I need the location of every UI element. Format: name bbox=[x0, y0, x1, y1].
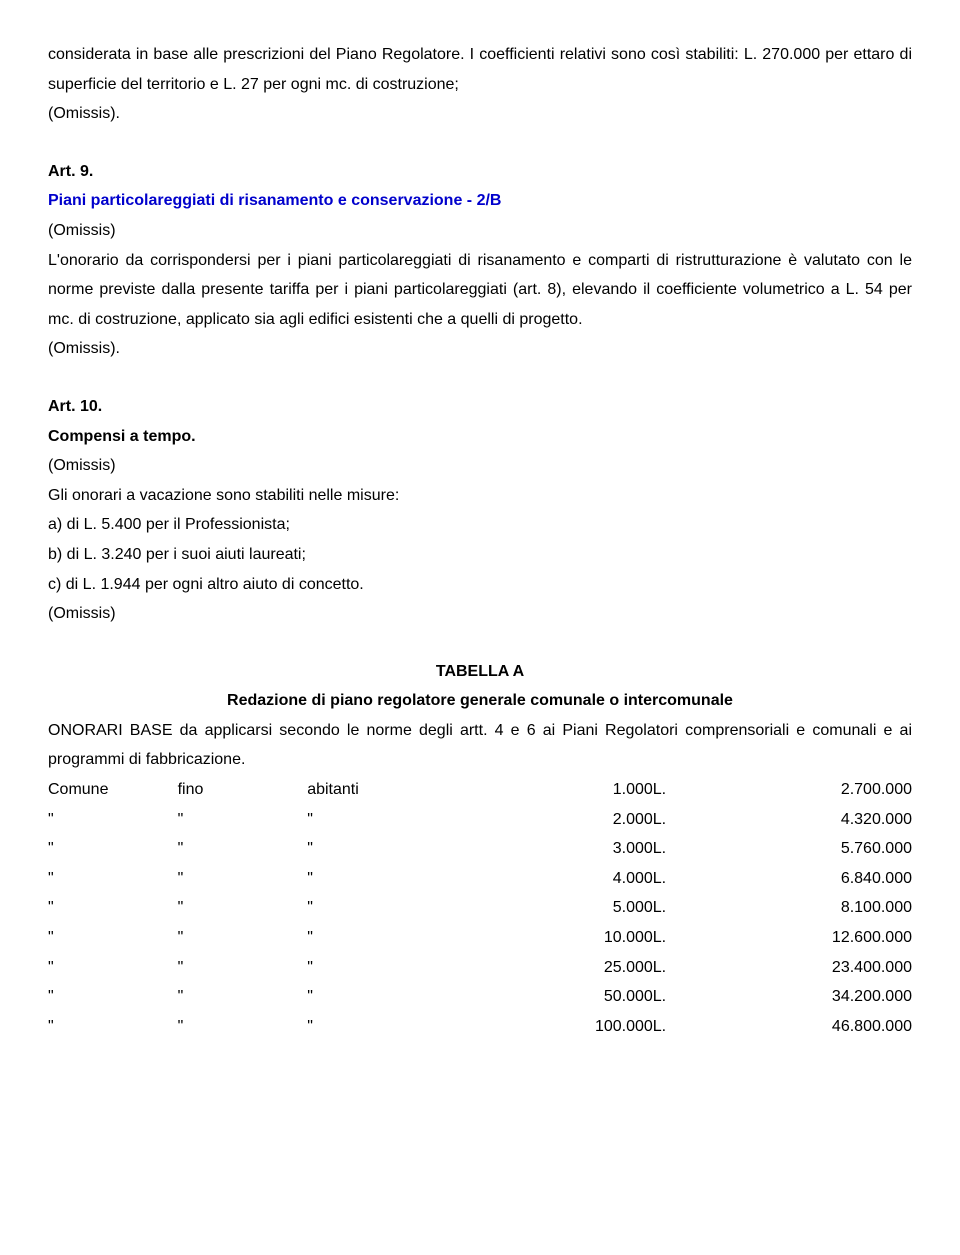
table-row: " " " 3.000 L. 5.760.000 bbox=[48, 834, 912, 864]
table-cell-currency: L. bbox=[653, 982, 739, 1012]
table-row: " " " 10.000 L. 12.600.000 bbox=[48, 923, 912, 953]
table-cell-pop: 3.000 bbox=[463, 834, 653, 864]
table-header-row: Comune fino abitanti 1.000 L. 2.700.000 bbox=[48, 775, 912, 805]
table-cell-pop: 2.000 bbox=[463, 805, 653, 835]
table-cell-quote: " bbox=[48, 923, 178, 953]
table-cell-quote: " bbox=[307, 923, 463, 953]
table-cell-currency: L. bbox=[653, 923, 739, 953]
art10-line1: Gli onorari a vacazione sono stabiliti n… bbox=[48, 481, 912, 511]
table-row: " " " 100.000 L. 46.800.000 bbox=[48, 1012, 912, 1042]
table-cell-quote: " bbox=[178, 893, 308, 923]
table-cell-currency: L. bbox=[653, 1012, 739, 1042]
art10-title: Compensi a tempo. bbox=[48, 422, 912, 452]
table-cell-quote: " bbox=[178, 805, 308, 835]
table-cell-quote: " bbox=[48, 893, 178, 923]
table-cell-val: 6.840.000 bbox=[739, 864, 912, 894]
table-cell-quote: " bbox=[178, 923, 308, 953]
table-cell-quote: " bbox=[48, 834, 178, 864]
table-cell-quote: " bbox=[48, 953, 178, 983]
table-cell-val: 5.760.000 bbox=[739, 834, 912, 864]
art10-item-a: a) di L. 5.400 per il Professionista; bbox=[48, 510, 912, 540]
table-cell-quote: " bbox=[178, 1012, 308, 1042]
table-cell-quote: " bbox=[48, 982, 178, 1012]
table-cell-currency: L. bbox=[653, 834, 739, 864]
table-cell-currency: L. bbox=[653, 953, 739, 983]
table-row: " " " 4.000 L. 6.840.000 bbox=[48, 864, 912, 894]
table-cell-currency: L. bbox=[653, 805, 739, 835]
table-cell-val: 34.200.000 bbox=[739, 982, 912, 1012]
art10-item-c: c) di L. 1.944 per ogni altro aiuto di c… bbox=[48, 570, 912, 600]
art9-heading: Art. 9. bbox=[48, 157, 912, 187]
table-header-c3: abitanti bbox=[307, 775, 463, 805]
table-row: " " " 5.000 L. 8.100.000 bbox=[48, 893, 912, 923]
table-cell-currency: L. bbox=[653, 775, 739, 805]
table-row: " " " 50.000 L. 34.200.000 bbox=[48, 982, 912, 1012]
table-cell-currency: L. bbox=[653, 893, 739, 923]
table-cell-quote: " bbox=[48, 864, 178, 894]
table-row: " " " 2.000 L. 4.320.000 bbox=[48, 805, 912, 835]
table-cell-pop: 10.000 bbox=[463, 923, 653, 953]
table-cell-quote: " bbox=[307, 864, 463, 894]
tabella-desc: ONORARI BASE da applicarsi secondo le no… bbox=[48, 716, 912, 775]
art9-body: L'onorario da corrispondersi per i piani… bbox=[48, 246, 912, 335]
table-cell-pop: 25.000 bbox=[463, 953, 653, 983]
table-cell-val: 4.320.000 bbox=[739, 805, 912, 835]
table-cell-val: 8.100.000 bbox=[739, 893, 912, 923]
table-header-c1: Comune bbox=[48, 775, 178, 805]
table-cell-val: 23.400.000 bbox=[739, 953, 912, 983]
table-cell-pop: 50.000 bbox=[463, 982, 653, 1012]
table-cell-val: 2.700.000 bbox=[739, 775, 912, 805]
table-cell-quote: " bbox=[307, 982, 463, 1012]
table-cell-val: 12.600.000 bbox=[739, 923, 912, 953]
table-cell-quote: " bbox=[307, 805, 463, 835]
table-cell-quote: " bbox=[178, 834, 308, 864]
table-cell-val: 46.800.000 bbox=[739, 1012, 912, 1042]
art9-omissis-2: (Omissis). bbox=[48, 334, 912, 364]
art10-omissis-1: (Omissis) bbox=[48, 451, 912, 481]
intro-omissis: (Omissis). bbox=[48, 99, 912, 129]
table-cell-quote: " bbox=[307, 953, 463, 983]
tabella-table: Comune fino abitanti 1.000 L. 2.700.000 … bbox=[48, 775, 912, 1041]
art10-omissis-2: (Omissis) bbox=[48, 599, 912, 629]
tabella-subtitle: Redazione di piano regolatore generale c… bbox=[48, 686, 912, 716]
table-cell-pop: 1.000 bbox=[463, 775, 653, 805]
table-cell-quote: " bbox=[48, 1012, 178, 1042]
intro-paragraph: considerata in base alle prescrizioni de… bbox=[48, 40, 912, 99]
table-cell-quote: " bbox=[307, 834, 463, 864]
table-cell-quote: " bbox=[178, 953, 308, 983]
table-cell-quote: " bbox=[178, 982, 308, 1012]
art9-omissis-1: (Omissis) bbox=[48, 216, 912, 246]
table-cell-pop: 100.000 bbox=[463, 1012, 653, 1042]
table-cell-quote: " bbox=[178, 864, 308, 894]
table-header-c2: fino bbox=[178, 775, 308, 805]
art9-title: Piani particolareggiati di risanamento e… bbox=[48, 186, 912, 216]
art10-heading: Art. 10. bbox=[48, 392, 912, 422]
table-cell-quote: " bbox=[307, 1012, 463, 1042]
art10-item-b: b) di L. 3.240 per i suoi aiuti laureati… bbox=[48, 540, 912, 570]
table-cell-quote: " bbox=[307, 893, 463, 923]
tabella-title: TABELLA A bbox=[48, 657, 912, 687]
table-row: " " " 25.000 L. 23.400.000 bbox=[48, 953, 912, 983]
table-cell-quote: " bbox=[48, 805, 178, 835]
table-cell-pop: 5.000 bbox=[463, 893, 653, 923]
table-cell-pop: 4.000 bbox=[463, 864, 653, 894]
table-cell-currency: L. bbox=[653, 864, 739, 894]
